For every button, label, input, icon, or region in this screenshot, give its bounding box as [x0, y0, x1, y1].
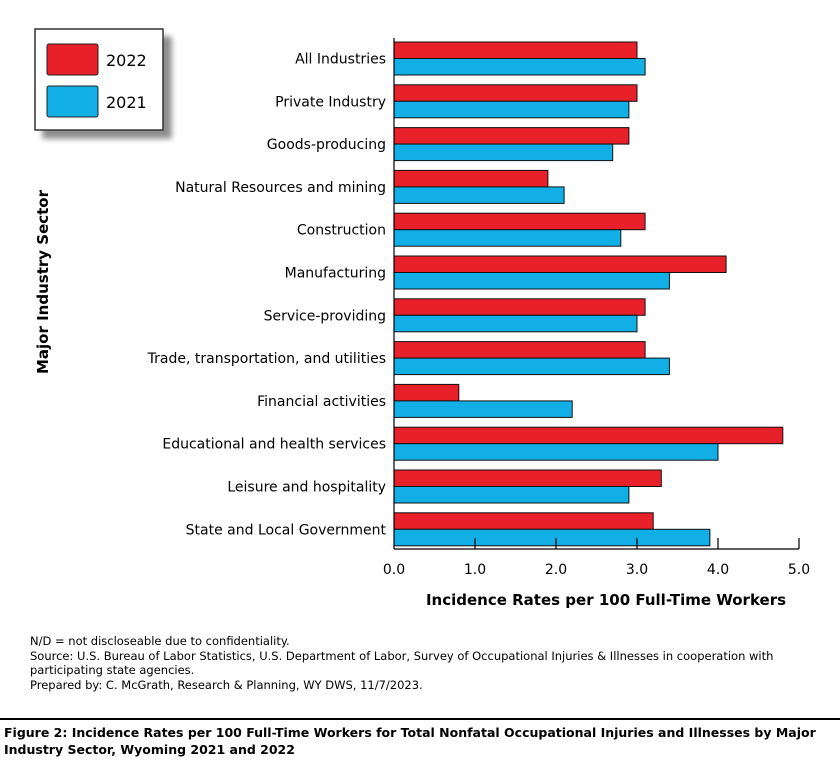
bar-2021-goods-producing — [393, 143, 614, 162]
category-label-trade-transportation-and-utilities: Trade, transportation, and utilities — [147, 351, 386, 367]
bar-2021-manufacturing — [393, 272, 670, 290]
bar-2021-leisure-and-hospitality — [393, 486, 630, 504]
note-prepared-by: Prepared by: C. McGrath, Research & Plan… — [30, 677, 423, 692]
bar-2022-all-industries — [393, 41, 638, 59]
y-axis-title: Major Industry Sector — [34, 189, 52, 374]
bar-2022-goods-producing — [393, 127, 630, 145]
note-source: Source: U.S. Bureau of Labor Statistics,… — [30, 648, 774, 678]
legend-swatch-2022 — [46, 43, 99, 76]
bar-2022-private-industry — [393, 84, 638, 102]
bar-2022-state-and-local-government — [393, 512, 654, 530]
x-tick-label: 3.0 — [626, 562, 648, 578]
x-tick-label: 1.0 — [464, 562, 486, 578]
note-nd: N/D = not discloseable due to confidenti… — [30, 634, 290, 648]
bar-2022-construction — [393, 212, 646, 231]
legend-swatch-2021 — [46, 85, 99, 118]
legend: 2022 2021 — [34, 28, 164, 131]
category-label-state-and-local-government: State and Local Government — [186, 522, 387, 538]
x-tick-label: 4.0 — [707, 562, 729, 578]
bar-2021-trade-transportation-and-utilities — [393, 357, 670, 376]
bar-2022-service-providing — [393, 298, 646, 316]
x-tick-label: 2.0 — [545, 562, 567, 578]
bar-2022-trade-transportation-and-utilities — [393, 341, 646, 359]
bar-2022-educational-and-health-services — [393, 426, 784, 445]
caption-divider — [0, 718, 840, 720]
bar-2021-natural-resources-and-mining — [393, 186, 565, 204]
category-label-educational-and-health-services: Educational and health services — [162, 437, 386, 453]
bar-2021-service-providing — [393, 314, 638, 333]
bar-2021-private-industry — [393, 100, 630, 119]
category-label-goods-producing: Goods-producing — [267, 137, 386, 153]
category-label-manufacturing: Manufacturing — [285, 266, 386, 282]
bar-2021-all-industries — [393, 58, 646, 76]
bar-2021-construction — [393, 229, 622, 247]
bar-chart: 2022 2021 Major Industry Sector Incidenc… — [34, 28, 810, 609]
bar-2022-leisure-and-hospitality — [393, 469, 662, 487]
bar-2022-financial-activities — [393, 383, 460, 402]
chart-notes: N/D = not discloseable due to confidenti… — [30, 634, 810, 692]
category-label-all-industries: All Industries — [295, 52, 386, 68]
bar-2021-educational-and-health-services — [393, 443, 719, 461]
category-label-private-industry: Private Industry — [275, 94, 386, 110]
bar-2021-state-and-local-government — [393, 528, 711, 547]
legend-label-2022: 2022 — [106, 51, 147, 70]
legend-label-2021: 2021 — [106, 93, 147, 112]
x-axis-title: Incidence Rates per 100 Full-Time Worker… — [426, 591, 786, 609]
category-label-leisure-and-hospitality: Leisure and hospitality — [227, 480, 386, 496]
bar-2021-financial-activities — [393, 400, 573, 418]
category-label-construction: Construction — [297, 223, 386, 239]
x-tick-label: 5.0 — [788, 562, 810, 578]
bar-2022-manufacturing — [393, 255, 727, 273]
category-label-service-providing: Service-providing — [264, 308, 386, 324]
x-tick-label: 0.0 — [383, 562, 405, 578]
category-label-natural-resources-and-mining: Natural Resources and mining — [175, 180, 386, 196]
bar-2022-natural-resources-and-mining — [393, 169, 549, 188]
category-label-financial-activities: Financial activities — [257, 394, 386, 410]
figure-caption: Figure 2: Incidence Rates per 100 Full-T… — [4, 725, 816, 757]
